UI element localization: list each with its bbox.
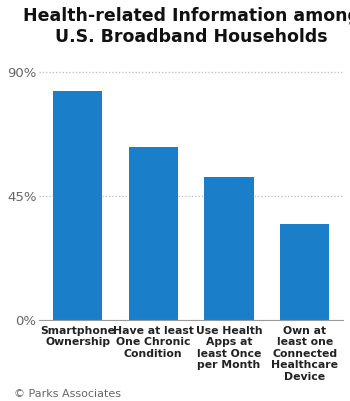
- Title: Health-related Information among
U.S. Broadband Households: Health-related Information among U.S. Br…: [23, 7, 350, 46]
- Bar: [204, 177, 253, 320]
- Bar: [280, 224, 329, 320]
- Text: © Parks Associates: © Parks Associates: [14, 389, 121, 399]
- Bar: [53, 91, 102, 320]
- Bar: [129, 146, 178, 320]
